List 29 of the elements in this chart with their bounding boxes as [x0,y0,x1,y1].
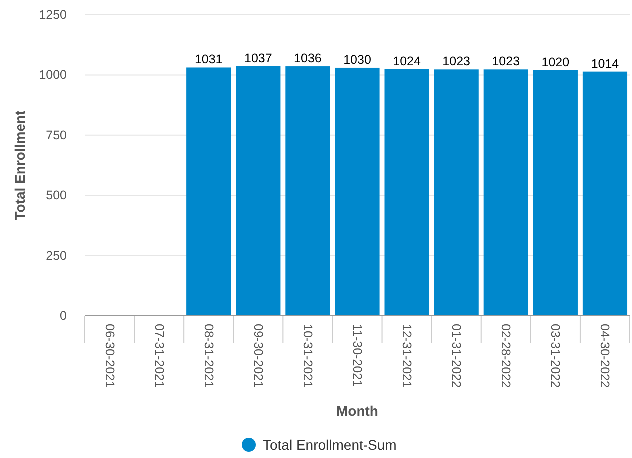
x-tick-label: 08-31-2021 [202,324,216,388]
data-label: 1023 [492,54,520,69]
y-tick-label: 750 [46,128,68,142]
x-tick-label: 10-31-2021 [300,324,315,388]
x-tick-label: 07-31-2021 [152,324,166,388]
x-tick-label: 06-30-2021 [102,324,117,388]
x-tick-label: 12-31-2021 [400,324,414,388]
data-label: 1023 [442,54,471,69]
y-tick-label: 1000 [39,68,68,82]
data-label: 1024 [393,54,421,68]
y-tick-label: 250 [46,248,68,263]
y-axis-title: Total Enrollment [12,110,28,220]
x-tick-label: 04-30-2022 [598,324,612,388]
x-tick-label: 11-30-2021 [350,324,364,388]
data-label: 1036 [294,52,322,66]
data-label: 1020 [542,55,570,70]
y-tick-label: 500 [46,188,68,203]
x-axis-title: Month [336,403,378,419]
data-label: 1030 [344,52,372,67]
data-label: 1031 [194,52,223,67]
x-tick-label: 02-28-2022 [499,324,514,388]
data-label: 1037 [244,51,272,66]
data-label: 1014 [591,56,620,71]
x-tick-label: 01-31-2022 [450,324,464,388]
x-tick-label: 09-30-2021 [251,324,266,388]
legend-label: Total Enrollment-Sum [263,437,397,453]
x-tick-label: 03-31-2022 [548,324,563,388]
y-tick-label: 0 [60,309,68,323]
y-tick-label: 1250 [39,8,68,22]
